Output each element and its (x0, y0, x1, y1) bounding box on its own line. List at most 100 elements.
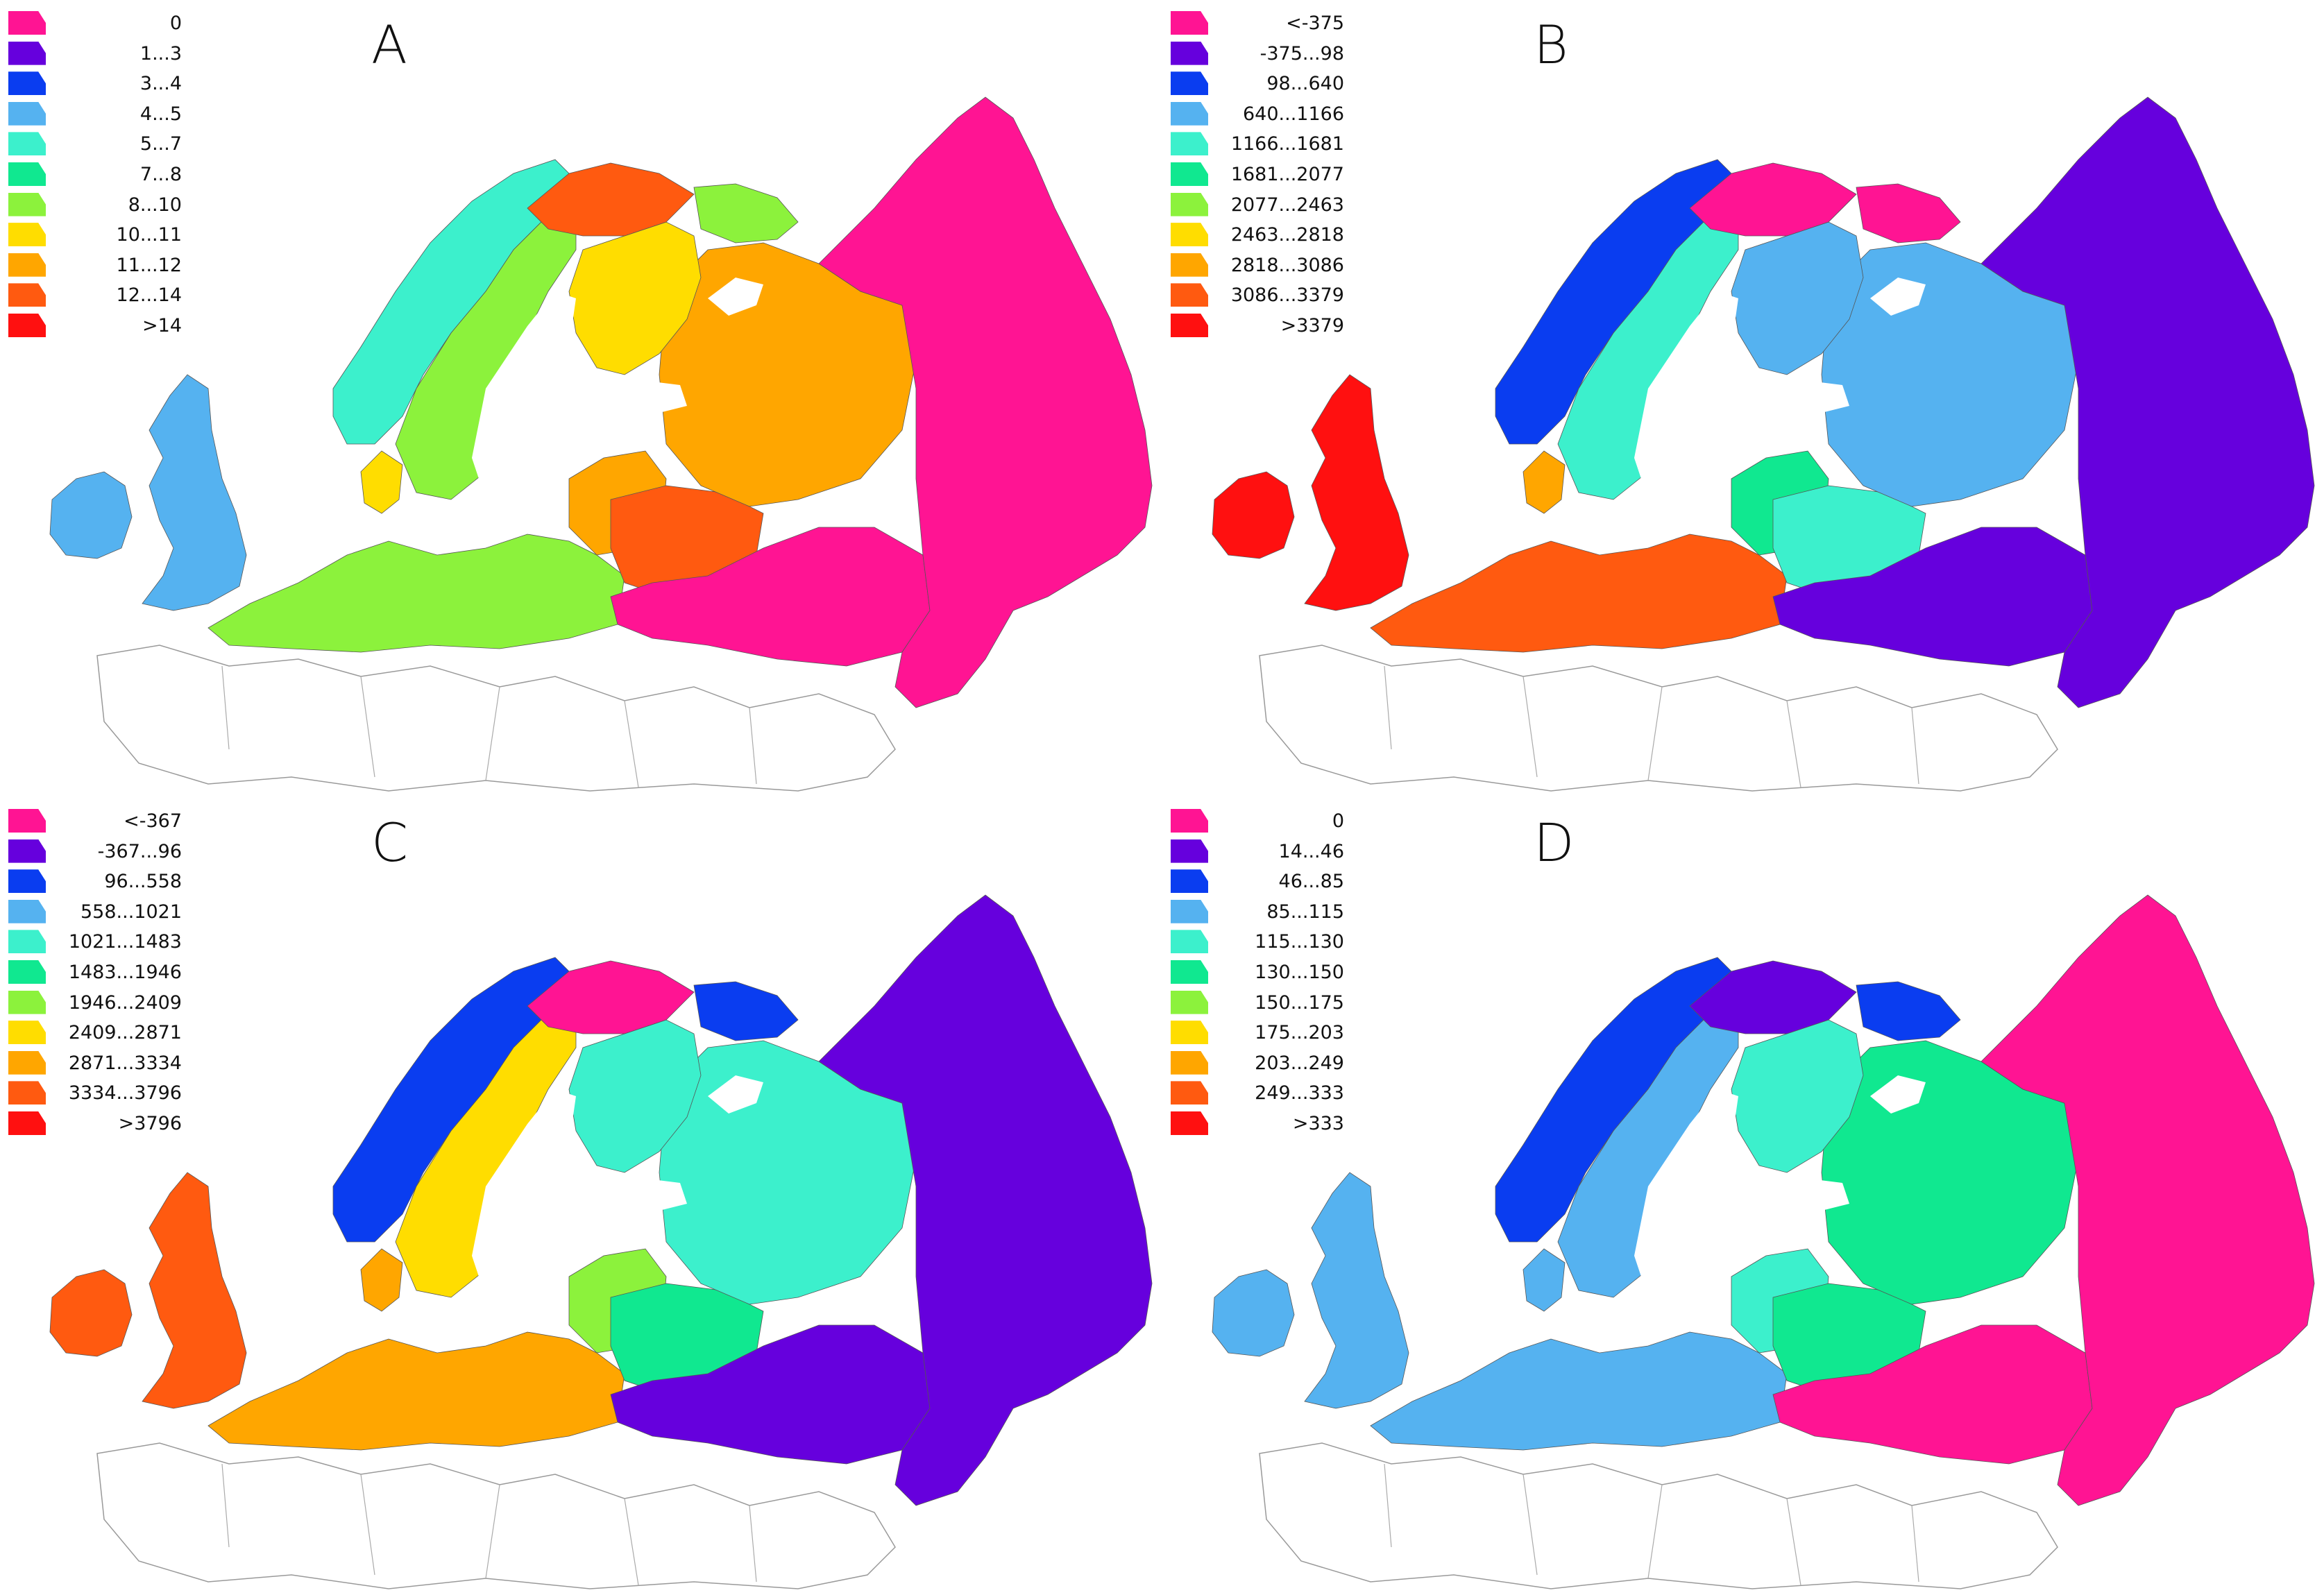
map-canvas (49, 894, 1153, 1589)
legend-swatch (8, 1081, 46, 1105)
legend-label: 8...10 (128, 194, 182, 216)
sea-area (1870, 278, 1926, 316)
legend-label: 0 (169, 12, 182, 34)
region-russia-east (818, 894, 1153, 1506)
region-uk (1304, 374, 1409, 611)
legend-swatch (1171, 899, 1208, 923)
legend-swatch (8, 11, 46, 35)
legend-swatch (1171, 1021, 1208, 1045)
region-outline-south (96, 1442, 896, 1589)
legend-label: 175...203 (1255, 1022, 1344, 1044)
region-west-europe (207, 534, 625, 653)
region-russia-east (1981, 894, 2315, 1506)
legend-label: 1483...1946 (68, 961, 182, 983)
legend-swatch (1171, 71, 1208, 96)
legend-swatch (8, 839, 46, 863)
legend-swatch (1171, 283, 1208, 307)
border-line (1384, 1463, 1392, 1548)
sea-area (1738, 1176, 1849, 1214)
region-kola (693, 183, 799, 244)
legend-label: 3334...3796 (68, 1082, 182, 1104)
legend-label: 1021...1483 (68, 931, 182, 953)
border-line (749, 1505, 757, 1583)
border-line (1647, 686, 1663, 781)
legend-label: 46...85 (1278, 871, 1344, 893)
panel-letter: A (371, 14, 407, 76)
legend-swatch (8, 71, 46, 96)
region-uk (142, 374, 247, 611)
region-kola (1856, 183, 1961, 244)
sea-area (708, 1075, 763, 1114)
legend-label: 2871...3334 (68, 1052, 182, 1074)
region-denmark (1523, 450, 1566, 514)
legend-label: 85...115 (1266, 901, 1344, 923)
legend-swatch (1171, 253, 1208, 277)
legend-swatch (1171, 869, 1208, 894)
map-canvas (1212, 96, 2315, 792)
legend-swatch (1171, 839, 1208, 863)
legend-label: 115...130 (1255, 931, 1344, 953)
sea-area (1634, 1089, 1738, 1297)
border-line (1786, 1498, 1801, 1586)
legend-swatch (1171, 1081, 1208, 1105)
legend-swatch (8, 930, 46, 954)
region-lapland (527, 162, 695, 237)
legend-label: 3086...3379 (1230, 284, 1344, 307)
region-kola (693, 981, 799, 1041)
sea-area (576, 378, 687, 416)
legend-label: 640...1166 (1243, 103, 1344, 125)
legend-swatch (1171, 1111, 1208, 1135)
legend-swatch (1171, 809, 1208, 833)
region-lapland (1689, 960, 1857, 1034)
legend-swatch (1171, 162, 1208, 186)
legend-swatch (8, 223, 46, 247)
legend-label: >333 (1292, 1112, 1344, 1134)
legend-label: 1946...2409 (68, 991, 182, 1014)
region-kola (1856, 981, 1961, 1041)
legend-label: <-375 (1286, 12, 1344, 34)
border-line (221, 665, 230, 750)
legend-swatch (1171, 930, 1208, 954)
legend-swatch (8, 101, 46, 126)
legend-label: 1...3 (139, 42, 182, 65)
border-line (485, 1484, 500, 1579)
legend-swatch (8, 313, 46, 337)
legend-label: 98...640 (1266, 73, 1344, 95)
region-ireland (49, 471, 133, 559)
legend-label: -367...96 (97, 840, 182, 862)
legend-swatch (8, 959, 46, 984)
legend-label: 10...11 (116, 224, 182, 246)
legend-swatch (8, 253, 46, 277)
legend-swatch (8, 1050, 46, 1075)
legend-label: 12...14 (116, 284, 182, 307)
border-line (1647, 1484, 1663, 1579)
region-outline-south (1259, 645, 2058, 792)
region-uk (142, 1172, 247, 1409)
legend-swatch (8, 41, 46, 65)
border-line (749, 707, 757, 785)
border-line (360, 676, 375, 778)
region-denmark (1523, 1248, 1566, 1312)
region-russia-east (818, 96, 1153, 708)
legend-swatch (1171, 223, 1208, 247)
border-line (485, 686, 500, 781)
legend-swatch (8, 990, 46, 1014)
legend-label: >14 (142, 314, 182, 336)
region-west-europe (1370, 534, 1788, 653)
border-line (1786, 700, 1801, 788)
sea-area (472, 291, 576, 500)
panel-letter: C (371, 812, 409, 873)
map-panel-d: D 0 14...46 46...85 85...115 115...130 130...1… (1162, 798, 2324, 1595)
region-lapland (527, 960, 695, 1034)
sea-area (472, 1089, 576, 1297)
region-sweden (395, 207, 577, 500)
legend-label: 558...1021 (80, 901, 182, 923)
legend-label: 4...5 (139, 103, 182, 125)
panel-letter: D (1534, 812, 1575, 873)
legend-swatch (8, 283, 46, 307)
border-line (1523, 676, 1538, 778)
legend-label: <-367 (124, 810, 182, 832)
legend-label: 203...249 (1255, 1052, 1344, 1074)
border-line (1384, 665, 1392, 750)
legend-label: 11...12 (116, 254, 182, 276)
